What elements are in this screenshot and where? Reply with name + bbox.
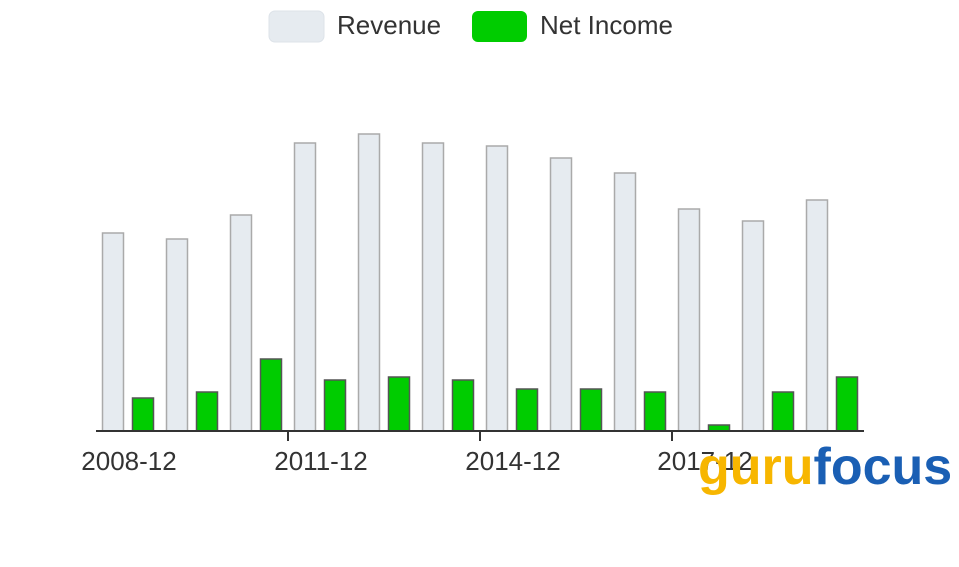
bar-net-income-2018-12[interactable] <box>771 391 795 432</box>
bar-net-income-2010-12[interactable] <box>259 358 283 432</box>
bars <box>101 133 859 432</box>
legend-item-revenue[interactable]: Revenue <box>268 10 441 43</box>
legend-swatch-net-income <box>472 11 527 42</box>
bar-revenue-2010-12[interactable] <box>229 214 253 432</box>
bar-revenue-2008-12[interactable] <box>101 232 125 432</box>
legend-item-net-income[interactable]: Net Income <box>472 10 673 42</box>
bar-revenue-2014-12[interactable] <box>485 145 509 432</box>
bar-net-income-2013-12[interactable] <box>451 379 475 432</box>
svg-text:gurufocus: gurufocus <box>698 438 952 496</box>
bar-revenue-2015-12[interactable] <box>549 157 573 432</box>
gurufocus-logo: gurufocus <box>698 438 952 496</box>
bar-revenue-2018-12[interactable] <box>741 220 765 432</box>
bar-revenue-2016-12[interactable] <box>613 172 637 432</box>
x-axis-tick-labels: 2008-12 2011-12 2014-12 2017-12 <box>81 446 752 476</box>
bar-net-income-2014-12[interactable] <box>515 388 539 432</box>
x-tick-label-2008-12: 2008-12 <box>81 446 176 476</box>
bar-revenue-2009-12[interactable] <box>165 238 189 432</box>
bar-net-income-2008-12[interactable] <box>131 397 155 432</box>
bar-net-income-2016-12[interactable] <box>643 391 667 432</box>
bar-net-income-2011-12[interactable] <box>323 379 347 432</box>
x-axis-ticks <box>287 431 673 441</box>
x-tick-label-2017-12: 2017-12 <box>657 446 752 476</box>
bar-net-income-2019-12[interactable] <box>835 376 859 432</box>
legend-swatch-revenue <box>268 10 325 43</box>
logo-focus-text: focus <box>814 438 953 496</box>
x-tick-label-2011-12: 2011-12 <box>274 446 368 476</box>
bar-revenue-2012-12[interactable] <box>357 133 381 432</box>
legend-label-net-income: Net Income <box>540 10 673 40</box>
bar-net-income-2009-12[interactable] <box>195 391 219 432</box>
bar-revenue-2013-12[interactable] <box>421 142 445 432</box>
bar-net-income-2012-12[interactable] <box>387 376 411 432</box>
logo-guru-text: guru <box>698 438 814 496</box>
x-tick-label-2014-12: 2014-12 <box>465 446 560 476</box>
bar-revenue-2017-12[interactable] <box>677 208 701 432</box>
bar-revenue-2019-12[interactable] <box>805 199 829 432</box>
legend[interactable]: Revenue Net Income <box>268 10 673 43</box>
bar-net-income-2015-12[interactable] <box>579 388 603 432</box>
legend-label-revenue: Revenue <box>337 10 441 40</box>
bar-revenue-2011-12[interactable] <box>293 142 317 432</box>
